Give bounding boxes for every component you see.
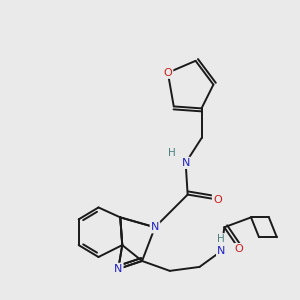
Text: H: H bbox=[168, 148, 176, 158]
Text: N: N bbox=[182, 158, 190, 168]
Text: H: H bbox=[218, 234, 225, 244]
Text: O: O bbox=[235, 244, 244, 254]
Text: N: N bbox=[217, 246, 226, 256]
Text: N: N bbox=[114, 264, 122, 274]
Text: N: N bbox=[151, 222, 159, 232]
Text: O: O bbox=[213, 194, 222, 205]
Text: O: O bbox=[164, 68, 172, 78]
